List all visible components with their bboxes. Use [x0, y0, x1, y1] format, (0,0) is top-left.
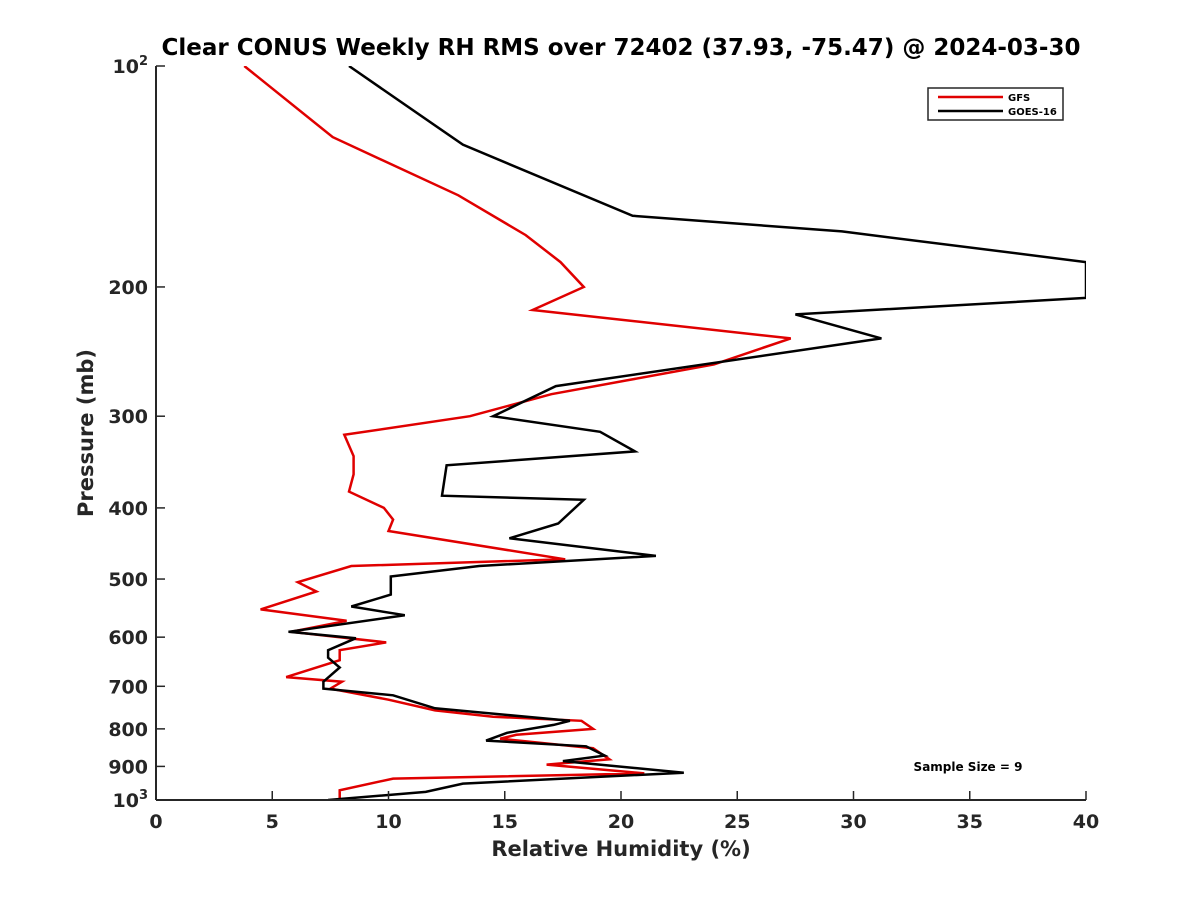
x-tick-label-20: 20: [608, 811, 634, 833]
x-tick-label-0: 0: [149, 811, 162, 833]
y-tick-label-200: 200: [108, 277, 148, 299]
series-line-gfs: [243, 66, 792, 799]
x-axis-label: Relative Humidity (%): [491, 837, 750, 861]
legend-box: [927, 87, 1064, 121]
y-axis-label: Pressure (mb): [74, 349, 98, 517]
y-tick-label-600: 600: [108, 627, 148, 649]
legend-label-gfs: GFS: [1008, 93, 1030, 104]
y-tick-label-800: 800: [108, 719, 148, 741]
x-tick-label-30: 30: [840, 811, 866, 833]
plot-background: [156, 66, 1086, 800]
sample-size-annotation: Sample Size = 9: [914, 760, 1023, 774]
y-tick-label-300: 300: [108, 406, 148, 428]
y-tick-label-900: 900: [108, 756, 148, 778]
x-ticks: 0 5 10 15 20 25 30 35 40: [149, 791, 1099, 833]
chart-title: Clear CONUS Weekly RH RMS over 72402 (37…: [162, 35, 1081, 61]
x-tick-label-25: 25: [724, 811, 750, 833]
y-tick-label-400: 400: [108, 498, 148, 520]
x-tick-label-15: 15: [492, 811, 518, 833]
series-layer: [243, 66, 1086, 800]
x-tick-label-10: 10: [375, 811, 401, 833]
x-tick-label-40: 40: [1073, 811, 1099, 833]
series-line-goes-16: [288, 66, 1086, 800]
x-tick-label-35: 35: [957, 811, 983, 833]
y-tick-label-500: 500: [108, 569, 148, 591]
legend: GFS GOES-16: [927, 87, 1064, 121]
y-tick-label-700: 700: [108, 676, 148, 698]
legend-label-goes16: GOES-16: [1008, 107, 1057, 118]
x-tick-label-5: 5: [266, 811, 279, 833]
plot-area: [156, 66, 1086, 800]
